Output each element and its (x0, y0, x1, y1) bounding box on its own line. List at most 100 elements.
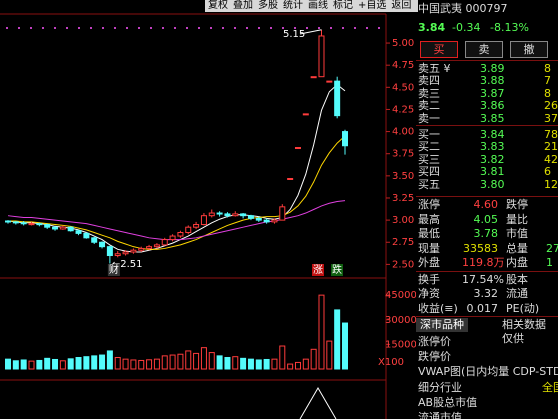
high-pointer (299, 29, 322, 35)
stat-label: 跌停 (506, 198, 528, 211)
stat-row: 涨停 4.60 跌停 (418, 198, 558, 212)
stat-row: 收益(≡) 0.017 PE(动) (418, 302, 558, 316)
order-label: 卖二 (418, 99, 440, 113)
volume-bar (294, 361, 301, 370)
candle-body (294, 147, 301, 150)
order-price: 3.83 (480, 140, 505, 154)
volume-bar (130, 359, 137, 370)
top-dot (42, 27, 44, 29)
candle-body (138, 247, 145, 251)
candle-body (263, 219, 270, 223)
indicator-line (299, 387, 337, 419)
stat-label: 总量 (506, 241, 528, 255)
info-label: 跌停价 (418, 350, 451, 364)
tag-box (312, 264, 324, 276)
volume-bar (169, 354, 176, 370)
tag: 财 (109, 263, 119, 276)
top-dot (30, 27, 32, 29)
top-dot (78, 27, 80, 29)
trade-button[interactable]: 买 (420, 41, 458, 58)
stat-value: 3.32 (473, 287, 499, 300)
candle-body (83, 232, 90, 239)
candle-body (177, 232, 184, 237)
menu-item[interactable]: 叠加 (233, 0, 253, 11)
info-label: VWAP图(日内均量 CDP-STD (418, 365, 558, 379)
order-volume: 12 (544, 177, 558, 191)
top-dot (222, 27, 224, 29)
order-price: 3.84 (480, 128, 505, 141)
tag: 跌 (332, 263, 342, 276)
top-dot (342, 27, 344, 29)
order-volume: 78 (544, 128, 558, 141)
candle-body (153, 244, 160, 248)
top-dot (366, 27, 368, 29)
volume-bar (52, 358, 59, 370)
volume-bar (255, 359, 262, 370)
volume-bar (5, 358, 11, 370)
volume-bar (177, 353, 184, 370)
tab[interactable]: 深市品种 (416, 318, 468, 332)
volume-bar (326, 340, 333, 370)
top-dot (234, 27, 236, 29)
low-label: ←2.51 (112, 259, 143, 270)
menu-item[interactable]: 标记 (333, 0, 353, 11)
order-row: 买四 3.81 6 (418, 165, 558, 179)
candle-body (122, 251, 129, 255)
volume-bar (161, 355, 168, 370)
top-dot (294, 27, 296, 29)
candle-body (240, 213, 247, 217)
stat-label: 收益(≡) (418, 301, 458, 315)
top-dot (54, 27, 56, 29)
order-price: 3.82 (480, 152, 505, 166)
volume-bar (302, 358, 309, 370)
volume-bar (247, 358, 254, 370)
order-volume: 6 (544, 165, 551, 179)
order-row: 买二 3.83 21 (418, 140, 558, 154)
top-dot (126, 27, 128, 29)
v-tick-label: 30000 (385, 315, 416, 326)
trade-button[interactable]: 撤 (510, 41, 548, 58)
volume-bar (224, 357, 231, 370)
menu-item[interactable]: +自选 (358, 0, 387, 11)
volume-bar (28, 360, 35, 370)
y-tick-label: 4.75 (392, 60, 414, 71)
order-price: 3.81 (480, 165, 505, 179)
menu-item[interactable]: 统计 (283, 0, 303, 11)
volume-bar (193, 352, 200, 370)
order-label: 买三 (418, 152, 440, 166)
menu-item[interactable]: 画线 (308, 0, 328, 11)
order-label: 卖五 ¥ (418, 62, 451, 75)
volume-bar (287, 363, 294, 370)
volume-bar (271, 358, 278, 370)
volume-bar (59, 360, 66, 370)
y-tick-label: 4.25 (392, 104, 414, 115)
v-tick-label: 45000 (385, 290, 416, 301)
candle-body (334, 80, 341, 117)
volume-bar (200, 347, 207, 370)
stat-row: 最高 4.05 量比 (418, 213, 558, 227)
trade-button[interactable]: 卖 (465, 41, 503, 58)
stat-label: PE(动) (506, 301, 540, 315)
volume-bar (185, 350, 192, 370)
volume-bar (75, 357, 82, 370)
stat-row: 净资 3.32 流通 (418, 287, 558, 301)
candle-body (28, 223, 35, 226)
stock-name-row: 中国武夷 000797 (418, 2, 558, 16)
candle-body (271, 219, 278, 223)
candle-body (342, 131, 348, 147)
menu-item[interactable]: 返回 (391, 0, 412, 11)
tab[interactable]: 相关数据仅供 (502, 318, 546, 345)
menu-item[interactable]: 复权 (208, 0, 228, 11)
candle-body (67, 226, 74, 232)
order-volume: 26 (544, 99, 558, 113)
tag-box (107, 264, 120, 276)
price-row: 3.84 -0.34 -8.13% (418, 21, 558, 35)
candle-body (318, 35, 325, 78)
volume-bar (106, 350, 113, 370)
top-dot (282, 27, 284, 29)
top-dot (66, 27, 68, 29)
menu-item[interactable]: 多股 (258, 0, 278, 11)
candle-body (12, 221, 19, 224)
candle-body (208, 212, 215, 217)
candle-body (36, 223, 43, 226)
